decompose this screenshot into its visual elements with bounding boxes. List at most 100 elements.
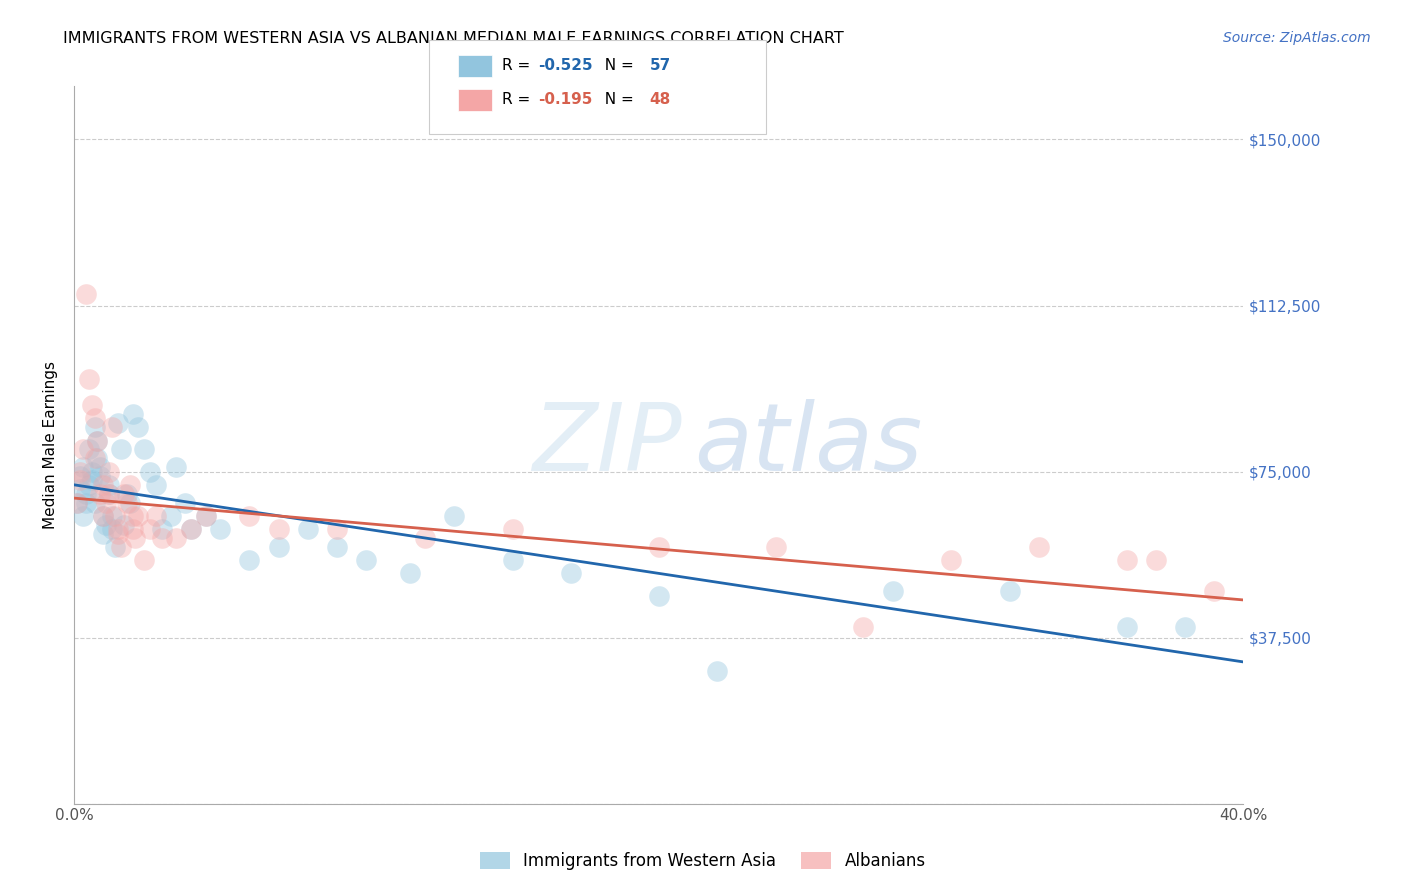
Point [1204,584,1226,599]
Point [91,478,114,492]
Point [174,495,197,509]
Point [75,495,97,509]
Text: ZIP: ZIP [533,400,682,491]
Point [107,522,129,536]
Point [121,522,143,536]
Point [80,465,103,479]
Point [77,442,100,457]
Point [86,434,108,448]
Point [238,553,260,567]
Point [502,522,524,536]
Point [83,420,105,434]
Point [124,531,146,545]
Point [209,522,232,536]
Point [86,434,108,448]
Point [115,486,138,500]
Point [150,522,173,536]
Point [150,531,173,545]
Point [72,460,94,475]
Point [66,495,89,509]
Point [706,664,728,678]
Point [107,416,129,430]
Text: 48: 48 [650,92,671,106]
Point [69,483,91,497]
Point [413,531,436,545]
Point [98,478,121,492]
Point [443,508,465,523]
Point [145,508,167,523]
Text: 57: 57 [650,58,671,72]
Point [1115,619,1137,633]
Point [115,495,138,509]
Point [1115,553,1137,567]
Point [80,474,103,488]
Point [98,465,121,479]
Point [86,451,108,466]
Point [121,407,143,421]
Point [145,478,167,492]
Point [194,508,217,523]
Point [998,584,1021,599]
Point [1144,553,1167,567]
Point [1028,540,1050,554]
Point [98,486,121,500]
Point [83,411,105,425]
Point [110,540,132,554]
Point [83,451,105,466]
Point [139,465,162,479]
Point [107,526,129,541]
Point [648,540,671,554]
Point [96,517,118,532]
Point [77,371,100,385]
Point [75,486,97,500]
Point [118,478,141,492]
Point [134,553,156,567]
Point [765,540,787,554]
Point [101,522,124,536]
Point [127,508,149,523]
Text: R =: R = [502,58,536,72]
Point [882,584,904,599]
Point [121,508,143,523]
Point [1174,619,1197,633]
Point [104,540,127,554]
Point [89,469,111,483]
Point [356,553,378,567]
Point [134,442,156,457]
Point [852,619,875,633]
Point [165,460,187,475]
Point [72,508,94,523]
Text: IMMIGRANTS FROM WESTERN ASIA VS ALBANIAN MEDIAN MALE EARNINGS CORRELATION CHART: IMMIGRANTS FROM WESTERN ASIA VS ALBANIAN… [63,31,844,46]
Point [89,486,111,500]
Point [72,442,94,457]
Point [75,287,97,301]
Point [77,478,100,492]
Point [96,495,118,509]
Point [159,508,181,523]
Point [98,486,121,500]
Text: R =: R = [502,92,536,106]
Point [180,522,202,536]
Point [502,553,524,567]
Point [194,508,217,523]
Y-axis label: Median Male Earnings: Median Male Earnings [44,361,58,529]
Point [89,460,111,475]
Point [139,522,162,536]
Point [267,522,290,536]
Text: -0.525: -0.525 [538,58,593,72]
Point [101,508,124,523]
Point [101,420,124,434]
Point [80,398,103,412]
Point [297,522,319,536]
Text: N =: N = [595,92,638,106]
Point [118,495,141,509]
Point [560,566,582,581]
Point [127,420,149,434]
Text: Source: ZipAtlas.com: Source: ZipAtlas.com [1223,31,1371,45]
Point [112,486,135,500]
Point [399,566,422,581]
Point [939,553,962,567]
Point [69,465,91,479]
Point [326,522,349,536]
Point [91,508,114,523]
